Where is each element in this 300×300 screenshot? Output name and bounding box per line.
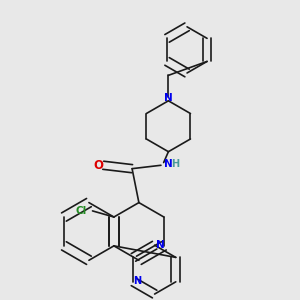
- Text: O: O: [94, 159, 104, 172]
- Text: N: N: [134, 276, 142, 286]
- Text: Cl: Cl: [76, 206, 87, 216]
- Text: N: N: [164, 159, 172, 169]
- Text: N: N: [156, 240, 165, 250]
- Text: H: H: [171, 159, 179, 169]
- Text: N: N: [164, 93, 173, 103]
